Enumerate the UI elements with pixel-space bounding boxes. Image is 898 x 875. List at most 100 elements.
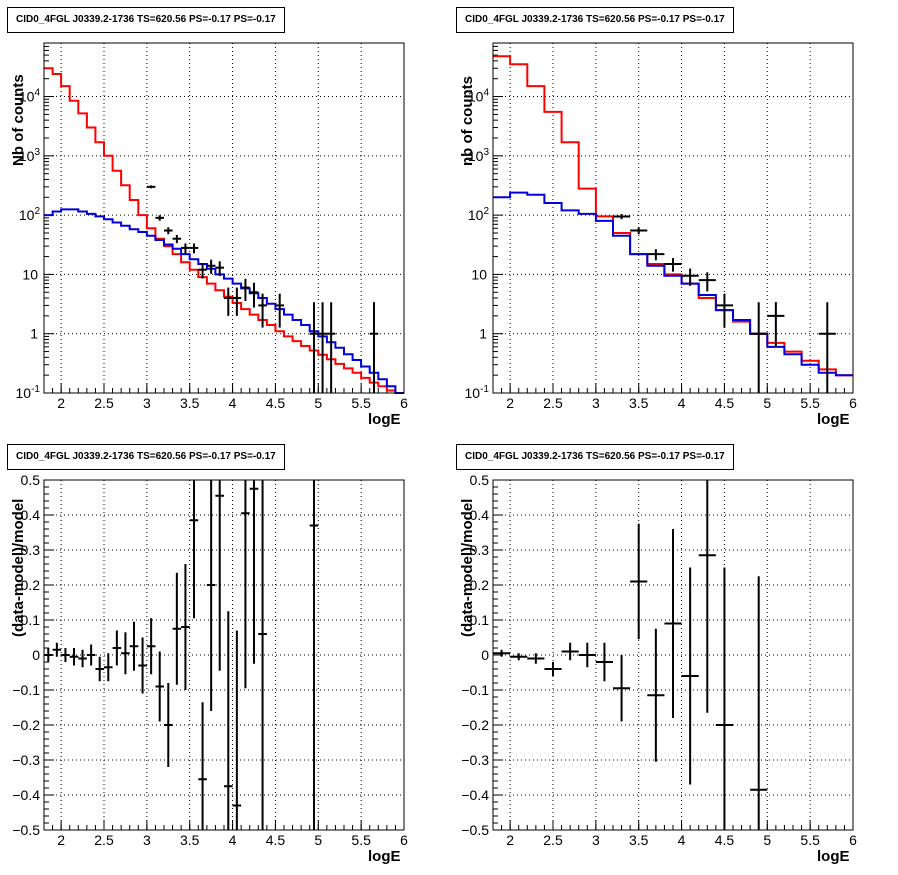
model-step-line (493, 55, 853, 377)
data-point (681, 268, 699, 286)
y-tick-label: 0.5 (21, 472, 41, 488)
data-point (249, 480, 259, 664)
data-point (198, 263, 207, 279)
y-tick-label: 0.1 (21, 612, 41, 628)
data-point (527, 653, 545, 664)
y-tick-label: 102 (19, 206, 41, 223)
data-point (164, 683, 173, 767)
panel-bottom-left: 2 2.5 3 3.5 4 4.5 5 5.5 6 −0.5 −0.4 −0.3 −0.2 −0.1 0 0.… (0, 437, 449, 874)
y-tick-label: 0.5 (470, 472, 490, 488)
x-tick-label: 4.5 (266, 832, 286, 848)
data-point (164, 227, 173, 235)
y-tick-label: 0.4 (21, 507, 41, 523)
x-tick-label: 3 (143, 832, 151, 848)
data-point (215, 261, 224, 277)
x-tick-label: 3 (143, 395, 151, 411)
data-point (681, 567, 699, 785)
y-tick-label: 103 (468, 147, 490, 164)
chart-top-left: 2 2.5 3 3.5 4 4.5 5 5.5 6 10-1 1 10 102 103 104 (16, 42, 408, 411)
y-tick-label: −0.5 (461, 822, 489, 838)
data-point (750, 302, 768, 393)
data-point (121, 632, 130, 675)
data-point (155, 215, 164, 221)
y-axis-label: (data-model)/model (10, 498, 27, 637)
data-point (715, 293, 733, 328)
x-tick-label: 4 (229, 395, 237, 411)
data-point (198, 702, 207, 830)
data-point (578, 642, 596, 668)
y-tick-label: −0.5 (12, 822, 40, 838)
data-point (189, 480, 199, 619)
x-tick-label: 4.5 (715, 832, 735, 848)
data-point (69, 648, 79, 666)
data-point (206, 480, 216, 711)
x-tick-label: 4 (229, 832, 237, 848)
y-tick-label: 0.4 (470, 507, 490, 523)
y-tick-label: 0 (481, 647, 489, 663)
x-tick-label: 6 (849, 832, 857, 848)
data-point (510, 653, 528, 661)
data-point (44, 648, 53, 662)
x-tick-label: 3.5 (629, 395, 649, 411)
x-tick-label: 2 (57, 395, 65, 411)
x-tick-label: 4 (678, 832, 686, 848)
x-tick-label: 2.5 (94, 395, 114, 411)
model-step-line (44, 208, 404, 394)
y-tick-label: −0.4 (461, 787, 489, 803)
x-tick-label: 5.5 (800, 395, 820, 411)
chart-top-right: 2 2.5 3 3.5 4 4.5 5 5.5 6 10-1 1 10 102 103 104 (465, 42, 857, 411)
data-point (258, 293, 267, 328)
data-point (129, 621, 139, 671)
data-point (613, 655, 631, 722)
panel-top-right: 2 2.5 3 3.5 4 4.5 5 5.5 6 10-1 1 10 102 103 104 CID0_4… (449, 0, 898, 437)
chart-title: CID0_4FGL J0339.2-1736 TS=620.56 PS=-0.1… (7, 7, 285, 33)
data-point (86, 644, 96, 666)
x-tick-label: 5.5 (351, 832, 371, 848)
data-point (104, 653, 113, 682)
data-point (241, 480, 250, 689)
data-point (369, 302, 379, 393)
x-tick-label: 6 (400, 395, 408, 411)
data-point (172, 572, 182, 685)
y-tick-label: −0.3 (12, 752, 40, 768)
plot-frame (492, 42, 854, 394)
data-point (232, 287, 242, 316)
x-tick-label: 5 (763, 395, 771, 411)
x-tick-label: 3.5 (180, 395, 200, 411)
y-tick-label: −0.3 (461, 752, 489, 768)
data-point (595, 642, 613, 682)
data-point (189, 243, 199, 254)
data-point (309, 480, 319, 830)
y-tick-label: 104 (468, 88, 490, 105)
x-tick-label: 6 (400, 832, 408, 848)
x-tick-label: 3 (592, 395, 600, 411)
y-tick-label: 10-1 (16, 384, 41, 401)
x-tick-label: 2 (506, 395, 514, 411)
data-point (249, 282, 259, 308)
data-point (232, 630, 242, 830)
y-tick-label: 1 (30, 326, 38, 342)
y-tick-label: 0 (32, 647, 40, 663)
chart-title: CID0_4FGL J0339.2-1736 TS=620.56 PS=-0.1… (456, 444, 734, 470)
y-axis-label: Nb of counts (10, 74, 27, 166)
x-tick-label: 4.5 (715, 395, 735, 411)
data-point (630, 523, 648, 640)
x-tick-label: 5 (314, 832, 322, 848)
data-point (715, 567, 733, 830)
x-tick-label: 2.5 (94, 832, 114, 848)
data-point (258, 480, 267, 830)
y-tick-label: 0.3 (21, 542, 41, 558)
chart-title: CID0_4FGL J0339.2-1736 TS=620.56 PS=-0.1… (456, 7, 734, 33)
data-point (630, 227, 648, 235)
data-point (224, 611, 233, 830)
data-point (95, 656, 104, 682)
y-tick-label: 0.2 (470, 577, 490, 593)
data-point (818, 302, 836, 393)
x-tick-label: 6 (849, 395, 857, 411)
data-point (318, 302, 327, 393)
plot-frame (43, 42, 405, 394)
data-point (112, 630, 122, 666)
data-point (647, 628, 665, 762)
x-tick-label: 5 (314, 395, 322, 411)
chart-bottom-right: 2 2.5 3 3.5 4 4.5 5 5.5 6 −0.5 −0.4 −0.3 −0.2 −0.1 0 0.… (461, 472, 857, 848)
